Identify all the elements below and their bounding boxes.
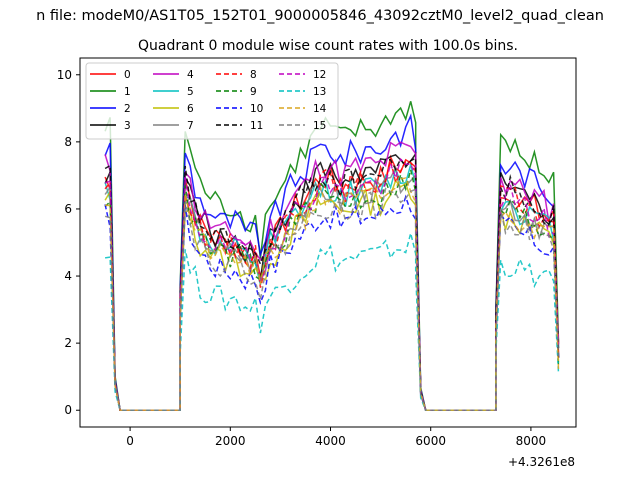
x-tick-label: 0 — [126, 434, 134, 448]
series-line-11 — [104, 156, 560, 411]
series-line-13 — [104, 233, 560, 411]
legend-label-14: 14 — [313, 103, 327, 115]
legend-label-6: 6 — [187, 103, 194, 115]
y-tick-label: 0 — [64, 403, 72, 417]
series-line-14 — [105, 177, 560, 411]
series-line-3 — [104, 151, 560, 411]
legend-label-12: 12 — [313, 69, 326, 81]
legend-label-11: 11 — [250, 120, 263, 132]
x-tick-label: 2000 — [215, 434, 246, 448]
legend-label-2: 2 — [124, 103, 131, 115]
y-tick-label: 2 — [64, 336, 72, 350]
x-tick-label: 8000 — [516, 434, 547, 448]
axes-frame — [79, 57, 577, 428]
x-tick-label: 6000 — [415, 434, 446, 448]
chart-title: Quadrant 0 module wise count rates with … — [138, 38, 518, 54]
series-line-2 — [104, 113, 560, 411]
x-tick-label: 4000 — [315, 434, 346, 448]
series-line-15 — [104, 187, 560, 411]
y-tick-label: 8 — [64, 135, 72, 149]
legend-label-7: 7 — [187, 120, 194, 132]
legend-label-3: 3 — [124, 120, 131, 132]
legend-label-0: 0 — [124, 69, 131, 81]
series-line-4 — [104, 141, 560, 411]
series-line-10 — [104, 194, 560, 411]
legend-label-1: 1 — [124, 86, 131, 98]
y-tick-label: 10 — [57, 68, 72, 82]
series-line-9 — [104, 169, 560, 411]
legend-box — [85, 62, 339, 140]
chart-suptitle: n file: modeM0/AS1T05_152T01_9000005846_… — [36, 8, 604, 24]
series-line-7 — [104, 165, 560, 411]
legend-label-10: 10 — [250, 103, 263, 115]
x-offset-text: +4.3261e8 — [508, 455, 575, 469]
legend-label-4: 4 — [187, 69, 194, 81]
series-lines — [104, 101, 560, 411]
legend-label-15: 15 — [313, 120, 326, 132]
legend-label-13: 13 — [313, 86, 326, 98]
legend-label-9: 9 — [250, 86, 257, 98]
y-axis: 0 2 4 6 8 10 — [57, 68, 80, 417]
y-tick-label: 4 — [64, 269, 72, 283]
x-axis: 0 2000 4000 6000 8000 — [126, 427, 546, 448]
legend-label-5: 5 — [187, 86, 194, 98]
y-tick-label: 6 — [64, 202, 72, 216]
series-line-12 — [104, 157, 560, 411]
legend-label-8: 8 — [250, 69, 257, 81]
